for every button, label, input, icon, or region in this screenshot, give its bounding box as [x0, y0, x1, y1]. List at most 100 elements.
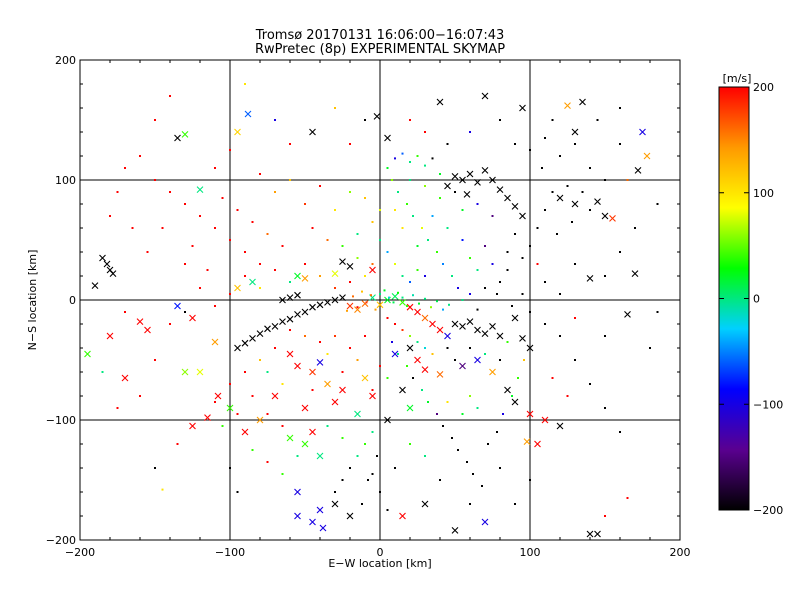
data-point-x	[399, 386, 406, 394]
data-point-dot	[236, 209, 239, 211]
data-point-dot	[436, 251, 438, 253]
data-point-dot	[427, 401, 429, 403]
data-point-dot	[514, 233, 516, 235]
data-point-dot	[589, 167, 591, 169]
data-point-dot	[266, 461, 269, 463]
data-point-dot	[424, 347, 426, 349]
data-point-dot	[499, 119, 501, 121]
data-point-dot	[392, 301, 395, 304]
data-point-dot	[487, 443, 489, 445]
data-point-dot	[446, 401, 449, 403]
data-point-x	[279, 318, 286, 325]
data-point-x	[309, 428, 316, 436]
data-point-dot	[649, 347, 651, 349]
data-point-dot	[379, 239, 381, 241]
data-point-dot	[511, 305, 513, 307]
data-point-dot	[388, 296, 390, 299]
data-point-dot	[536, 227, 539, 229]
data-point-dot	[409, 335, 411, 337]
data-point-dot	[461, 239, 464, 241]
data-point-dot	[431, 353, 434, 355]
data-point-dot	[154, 179, 156, 181]
data-point-x	[451, 320, 459, 328]
data-point-x	[631, 270, 639, 277]
data-point-dot	[341, 479, 344, 481]
data-point-x	[339, 294, 346, 301]
data-point-x	[634, 167, 642, 174]
data-point-x	[91, 282, 99, 289]
data-point-dot	[506, 341, 509, 343]
data-point-x	[249, 278, 256, 286]
data-point-dot	[266, 413, 269, 415]
data-point-dot	[161, 488, 164, 491]
data-point-dot	[379, 209, 381, 211]
data-point-x	[496, 186, 504, 193]
chart-title: Tromsø 20170131 16:06:00−16:07:43	[255, 28, 505, 43]
data-point-dot	[499, 359, 501, 361]
data-point-dot	[251, 449, 254, 451]
data-point-dot	[416, 269, 419, 271]
data-point-dot	[214, 227, 216, 229]
data-point-dot	[634, 227, 636, 229]
data-point-x	[511, 398, 519, 406]
data-point-x	[354, 410, 361, 418]
x-tick-label: 0	[377, 546, 384, 559]
data-point-x	[421, 314, 429, 322]
data-point-x	[541, 416, 549, 424]
data-point-dot	[589, 383, 591, 385]
data-point-dot	[551, 191, 554, 193]
data-point-x	[601, 212, 609, 220]
data-point-dot	[289, 179, 291, 181]
data-point-dot	[469, 293, 471, 295]
data-point-dot	[109, 215, 111, 217]
data-point-dot	[424, 164, 426, 167]
data-point-dot	[281, 383, 284, 385]
data-point-dot	[367, 479, 369, 481]
data-point-dot	[214, 305, 216, 307]
data-point-x	[526, 410, 534, 418]
data-point-x	[99, 254, 106, 262]
data-point-dot	[484, 287, 486, 289]
data-point-dot	[349, 143, 351, 145]
data-point-x	[489, 176, 496, 184]
data-point-x	[319, 524, 327, 532]
data-point-dot	[319, 185, 321, 187]
data-point-x	[384, 416, 391, 424]
data-point-dot	[499, 467, 501, 469]
data-point-x	[384, 134, 391, 142]
data-point-dot	[184, 263, 186, 265]
data-point-dot	[364, 335, 366, 337]
data-point-x	[466, 170, 474, 178]
data-point-x	[451, 527, 459, 534]
data-point-x	[399, 299, 406, 306]
data-point-dot	[184, 311, 186, 313]
data-point-dot	[442, 308, 444, 311]
data-point-dot	[442, 425, 444, 427]
data-point-dot	[439, 197, 441, 199]
data-point-dot	[619, 251, 621, 253]
data-point-dot	[412, 215, 414, 217]
data-point-x	[84, 350, 91, 358]
data-point-dot	[311, 389, 314, 391]
data-point-dot	[566, 395, 569, 397]
data-point-x	[399, 512, 406, 520]
data-point-x	[643, 152, 651, 160]
data-point-dot	[461, 209, 464, 211]
data-point-x	[369, 392, 376, 400]
data-point-dot	[506, 269, 509, 271]
data-point-dot	[589, 209, 591, 211]
data-point-x	[406, 404, 414, 412]
data-point-dot	[431, 157, 434, 160]
data-point-dot	[502, 413, 504, 415]
data-point-x	[256, 330, 264, 337]
data-point-x	[109, 270, 117, 277]
data-point-x	[174, 302, 181, 310]
data-point-dot	[146, 251, 149, 253]
data-point-dot	[409, 443, 411, 445]
data-point-x	[174, 134, 181, 142]
data-point-dot	[409, 179, 411, 181]
data-point-x	[406, 344, 414, 352]
data-point-x	[586, 275, 594, 282]
data-point-dot	[544, 209, 546, 211]
data-point-dot	[374, 308, 377, 311]
